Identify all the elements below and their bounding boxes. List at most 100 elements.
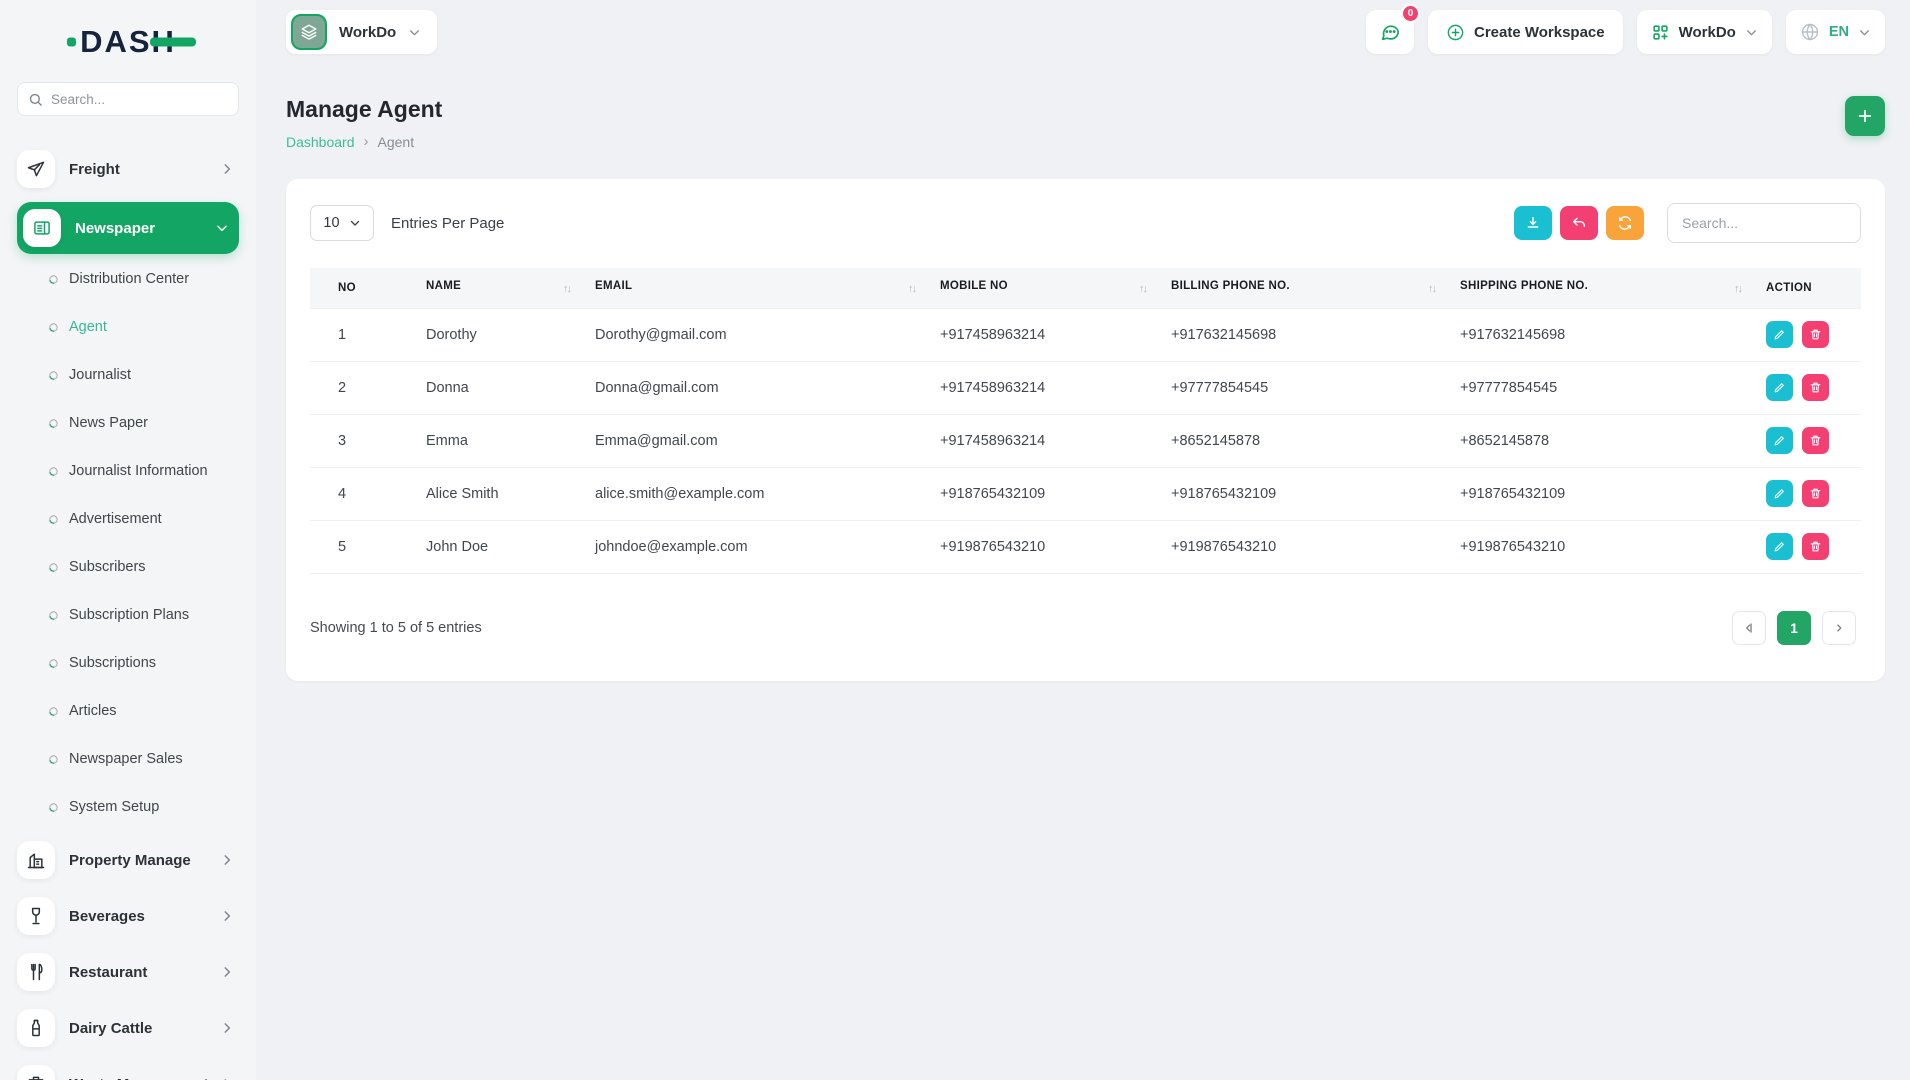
edit-button[interactable] xyxy=(1766,533,1793,560)
edit-button[interactable] xyxy=(1766,321,1793,348)
delete-button[interactable] xyxy=(1802,321,1829,348)
sidebar-item-label: Dairy Cattle xyxy=(69,1019,153,1037)
sidebar-search[interactable] xyxy=(17,82,239,116)
sidebar-subitem-newspaper-sales[interactable]: Newspaper Sales xyxy=(0,735,256,783)
sort-icon[interactable]: ↑↓ xyxy=(1428,283,1437,296)
bullet-circle-icon xyxy=(48,466,59,477)
delete-button[interactable] xyxy=(1802,427,1829,454)
trash-icon xyxy=(1809,487,1822,500)
sidebar-item-freight[interactable]: Freight xyxy=(0,146,256,192)
breadcrumb-current: Agent xyxy=(377,133,415,150)
sidebar-item-beverages[interactable]: Beverages xyxy=(0,893,256,939)
logo-dash-accent xyxy=(149,37,196,47)
messages-button[interactable]: 0 xyxy=(1365,4,1420,54)
table-row: 4 Alice Smith alice.smith@example.com +9… xyxy=(310,467,1861,521)
sidebar-subitem-subscription-plans[interactable]: Subscription Plans xyxy=(0,591,256,639)
showing-entries-text: Showing 1 to 5 of 5 entries xyxy=(310,619,482,636)
table-row: 3 Emma Emma@gmail.com +917458963214 +865… xyxy=(310,414,1861,468)
edit-button[interactable] xyxy=(1766,427,1793,454)
pagination-next-button[interactable] xyxy=(1822,610,1856,645)
page-title: Manage Agent xyxy=(286,96,443,122)
table-header: NO NAME ↑↓ EMAIL ↑↓ MOBILE NO ↑↓ BILLING PH… xyxy=(310,268,1861,308)
sidebar-subitem-news-paper[interactable]: News Paper xyxy=(0,399,256,447)
cell-no: 5 xyxy=(310,520,426,574)
table-row: 5 John Doe johndoe@example.com +91987654… xyxy=(310,520,1861,574)
sidebar: DASH Freight Newspaper xyxy=(0,0,256,1080)
table-search-input[interactable] xyxy=(1667,203,1861,243)
export-button[interactable] xyxy=(1514,206,1552,240)
edit-button[interactable] xyxy=(1766,480,1793,507)
sort-icon[interactable]: ↑↓ xyxy=(1734,283,1743,296)
sort-icon[interactable]: ↑↓ xyxy=(908,283,917,296)
sidebar-subitem-journalist[interactable]: Journalist xyxy=(0,351,256,399)
sort-icon[interactable]: ↑↓ xyxy=(563,283,572,296)
app-switcher[interactable]: WorkDo xyxy=(1636,10,1772,54)
entries-per-page-select[interactable]: 10 xyxy=(310,205,374,241)
language-selector[interactable]: EN xyxy=(1785,10,1885,54)
delete-button[interactable] xyxy=(1802,480,1829,507)
chevron-left-bar-icon xyxy=(1742,621,1756,635)
column-header-billing[interactable]: BILLING PHONE NO. ↑↓ xyxy=(1171,268,1460,308)
sidebar-item-property-manage[interactable]: Property Manage xyxy=(0,837,256,883)
column-header-no[interactable]: NO xyxy=(310,268,426,308)
plus-circle-icon xyxy=(1446,23,1465,42)
sidebar-subitem-subscriptions[interactable]: Subscriptions xyxy=(0,639,256,687)
newspaper-icon xyxy=(23,209,61,247)
sidebar-subitem-agent[interactable]: Agent xyxy=(0,303,256,351)
edit-button[interactable] xyxy=(1766,374,1793,401)
trash-icon xyxy=(1809,540,1822,553)
cell-mobile: +917458963214 xyxy=(940,361,1171,415)
cell-actions xyxy=(1766,414,1861,468)
sidebar-subitem-label: Journalist Information xyxy=(69,463,208,479)
breadcrumb-dashboard-link[interactable]: Dashboard xyxy=(286,133,355,150)
sidebar-subitem-journalist-information[interactable]: Journalist Information xyxy=(0,447,256,495)
cell-actions xyxy=(1766,467,1861,521)
cell-shipping: +918765432109 xyxy=(1460,467,1766,521)
sidebar-subitem-label: News Paper xyxy=(69,415,148,431)
delete-button[interactable] xyxy=(1802,533,1829,560)
sidebar-subitem-subscribers[interactable]: Subscribers xyxy=(0,543,256,591)
add-agent-button[interactable] xyxy=(1845,96,1885,136)
sidebar-item-restaurant[interactable]: Restaurant xyxy=(0,949,256,995)
bullet-circle-icon xyxy=(48,706,59,717)
reset-button[interactable] xyxy=(1560,206,1598,240)
sidebar-item-waste-management[interactable]: Waste Management xyxy=(0,1061,256,1080)
cell-actions xyxy=(1766,307,1861,362)
sidebar-subitem-distribution-center[interactable]: Distribution Center xyxy=(0,255,256,303)
cell-no: 2 xyxy=(310,361,426,415)
chevron-right-icon xyxy=(220,853,234,867)
column-header-name[interactable]: NAME ↑↓ xyxy=(426,268,595,308)
sort-icon[interactable]: ↑↓ xyxy=(1139,283,1148,296)
pagination-page-1[interactable]: 1 xyxy=(1777,610,1811,645)
refresh-button[interactable] xyxy=(1606,206,1644,240)
dash-logo[interactable]: DASH xyxy=(67,24,196,60)
cell-shipping: +919876543210 xyxy=(1460,520,1766,574)
column-header-shipping[interactable]: SHIPPING PHONE NO. ↑↓ xyxy=(1460,268,1766,308)
sidebar-subitem-articles[interactable]: Articles xyxy=(0,687,256,735)
column-header-mobile[interactable]: MOBILE NO ↑↓ xyxy=(940,268,1171,308)
cell-email: alice.smith@example.com xyxy=(595,467,940,521)
bullet-circle-icon xyxy=(48,274,59,285)
workspace-switcher[interactable]: WorkDo xyxy=(286,10,438,54)
cell-email: Emma@gmail.com xyxy=(595,414,940,468)
bullet-circle-icon xyxy=(48,418,59,429)
sidebar-subitem-advertisement[interactable]: Advertisement xyxy=(0,495,256,543)
sidebar-subitem-system-setup[interactable]: System Setup xyxy=(0,783,256,831)
page-title-block: Manage Agent Dashboard › Agent xyxy=(286,96,442,150)
sidebar-item-newspaper[interactable]: Newspaper xyxy=(17,202,239,254)
create-workspace-button[interactable]: Create Workspace xyxy=(1427,10,1623,54)
property-icon xyxy=(17,841,55,879)
delete-button[interactable] xyxy=(1802,374,1829,401)
pencil-icon xyxy=(1773,540,1786,553)
cell-shipping: +97777854545 xyxy=(1460,361,1766,415)
cell-no: 1 xyxy=(310,307,426,362)
table-row: 1 Dorothy Dorothy@gmail.com +91745896321… xyxy=(310,307,1861,362)
cell-no: 3 xyxy=(310,414,426,468)
pagination-prev-button[interactable] xyxy=(1732,610,1766,645)
sidebar-item-dairy-cattle[interactable]: Dairy Cattle xyxy=(0,1005,256,1051)
sidebar-search-input[interactable] xyxy=(51,91,228,107)
column-header-email[interactable]: EMAIL ↑↓ xyxy=(595,268,940,308)
cell-name: Donna xyxy=(426,361,595,415)
pencil-icon xyxy=(1773,434,1786,447)
language-code: EN xyxy=(1828,24,1849,40)
